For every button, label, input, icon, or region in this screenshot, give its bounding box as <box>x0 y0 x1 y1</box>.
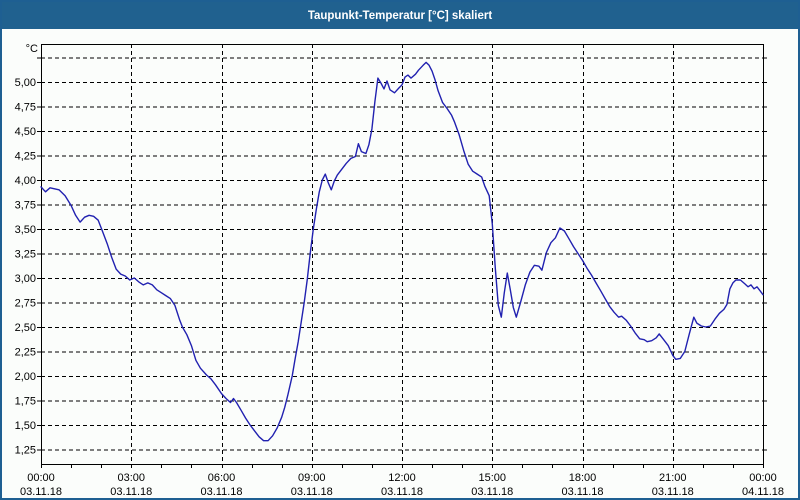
y-tick-label: 1,25 <box>15 445 36 457</box>
y-tick-label: 2,25 <box>15 347 36 359</box>
x-tick-time-label: 18:00 <box>569 472 597 484</box>
x-tick-date-label: 03.11.18 <box>291 486 333 498</box>
y-tick-label: 3,50 <box>15 224 36 236</box>
x-tick-time-label: 00:00 <box>749 472 777 484</box>
y-tick-label: 3,75 <box>15 200 36 212</box>
x-tick-date-label: 03.11.18 <box>561 486 603 498</box>
y-tick-label: 5,00 <box>15 77 36 89</box>
y-tick-label: 3,25 <box>15 249 36 261</box>
x-tick-date-label: 03.11.18 <box>20 486 62 498</box>
x-tick-time-label: 00:00 <box>27 472 55 484</box>
y-tick-label: 2,50 <box>15 322 36 334</box>
y-tick-label: 4,75 <box>15 102 36 114</box>
y-tick-label: 3,00 <box>15 273 36 285</box>
x-tick-time-label: 15:00 <box>478 472 506 484</box>
x-tick-date-label: 03.11.18 <box>110 486 152 498</box>
y-axis-unit-label: °C <box>26 43 38 55</box>
x-tick-date-label: 03.11.18 <box>471 486 513 498</box>
y-tick-label: 2,00 <box>15 371 36 383</box>
axis-ticks <box>37 57 767 468</box>
window-title: Taupunkt-Temperatur [°C] skaliert <box>307 9 493 22</box>
x-tick-time-label: 03:00 <box>117 472 145 484</box>
series-line <box>40 61 764 442</box>
y-tick-label: 4,25 <box>15 151 36 163</box>
axis-labels: °C 5,00 4,75 4,50 4,25 4,00 3,75 3,50 3,25 3,00 2,… <box>15 43 784 498</box>
titlebar: Taupunkt-Temperatur [°C] skaliert <box>2 2 798 29</box>
y-tick-label: 1,75 <box>15 396 36 408</box>
x-tick-time-label: 06:00 <box>208 472 236 484</box>
x-tick-date-label: 03.11.18 <box>381 486 423 498</box>
x-tick-date-label: 03.11.18 <box>652 486 694 498</box>
y-tick-label: 4,00 <box>15 175 36 187</box>
gridlines <box>41 44 763 464</box>
y-tick-label: 2,75 <box>15 298 36 310</box>
x-tick-date-label: 04.11.18 <box>742 486 784 498</box>
x-tick-time-label: 09:00 <box>298 472 326 484</box>
x-tick-date-label: 03.11.18 <box>200 486 242 498</box>
x-tick-time-label: 12:00 <box>388 472 416 484</box>
x-tick-time-label: 21:00 <box>659 472 687 484</box>
y-tick-label: 4,50 <box>15 126 36 138</box>
y-tick-label: 1,50 <box>15 420 36 432</box>
